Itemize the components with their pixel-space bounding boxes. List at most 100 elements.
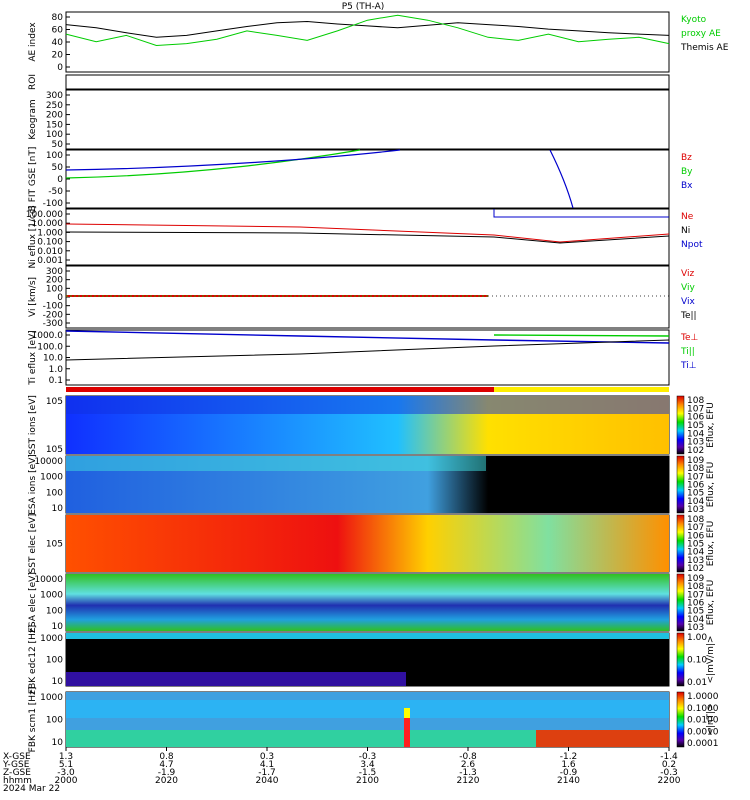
colorbar-tick: 108 <box>687 396 704 406</box>
ytick-label: -100 <box>43 302 64 312</box>
ytick-label: 105 <box>46 540 63 550</box>
panel-ylabel: Vi [km/s] <box>28 277 38 317</box>
panel-frame <box>65 149 670 209</box>
panel-ylabel: FBK scm1 [Hz] <box>28 687 38 753</box>
fbk-scm1-low-band <box>66 730 536 747</box>
footer-value: -1.3 <box>459 768 477 778</box>
sst-ions-top-band <box>66 396 669 414</box>
footer-row-label: 2024 Mar 22 <box>3 784 60 794</box>
ytick-label: 50 <box>52 163 64 173</box>
footer-value: -1.7 <box>258 768 276 778</box>
colorbar-label: <|mV/m|> <box>706 636 716 684</box>
colorbar-tick: 1.00 <box>687 633 707 643</box>
ytick-label: 0.001 <box>37 256 63 266</box>
colorbar-tick: 107 <box>687 472 704 482</box>
colorbar-tick: 103 <box>687 505 704 515</box>
colorbar-tick: 108 <box>687 582 704 592</box>
legend-entry: Bz <box>681 153 692 163</box>
ytick-label: 60 <box>52 26 64 36</box>
colorbar-tick: 104 <box>687 429 704 439</box>
ytick-label: 200 <box>46 276 63 286</box>
footer-value: 0.2 <box>662 760 676 770</box>
mode-bar-slow <box>66 387 494 392</box>
colorbar-tick: 109 <box>687 574 704 584</box>
panel-ylabel: SST elec [eV] <box>28 514 38 574</box>
ytick-label: 0.010 <box>37 247 63 257</box>
colorbar-label: Eflux, EFU <box>706 402 716 448</box>
ytick-label: 40 <box>52 38 64 48</box>
footer-value: 1.3 <box>59 752 73 762</box>
tiperp-curve <box>65 330 670 344</box>
ytick-label: 105 <box>46 397 63 407</box>
footer-value: 2.6 <box>461 760 476 770</box>
te-curve <box>65 339 670 361</box>
esa-elec-spectrogram <box>66 574 669 631</box>
ytick-label: 50 <box>52 140 64 150</box>
legend-entry: Bx <box>681 181 693 191</box>
ytick-label: 1000.0 <box>32 331 64 341</box>
panel-0: AE index 80 60 40 20 0 Kyoto proxy AE Themis AE <box>28 11 729 73</box>
colorbar-tick: 109 <box>687 456 704 466</box>
colorbar-tick: 104 <box>687 615 704 625</box>
legend-entry: Ti⊥ <box>680 361 697 371</box>
ytick-label: 10 <box>52 622 64 632</box>
footer-value: -1.5 <box>359 768 377 778</box>
fbk-edc12-low-band <box>66 672 406 686</box>
panel-6: Ti eflux [eV]1000.0100.0 10.01.00.1 Te⊥ Ti|… <box>28 329 699 386</box>
legend-entry: Ti|| <box>680 347 695 357</box>
colorbar-tick: 0.0100 <box>687 716 719 726</box>
footer-row-label: hhmm <box>3 776 32 786</box>
legend-entry: Npot <box>681 240 703 250</box>
ytick-label: 0 <box>57 63 63 73</box>
ytick-label: 100 <box>46 151 63 161</box>
ytick-label: 250 <box>46 101 63 111</box>
colorbar-tick: 107 <box>687 590 704 600</box>
colorbar <box>676 573 685 632</box>
colorbar-tick: 106 <box>687 531 704 541</box>
ytick-label: 150 <box>46 120 63 130</box>
colorbar-tick: 108 <box>687 464 704 474</box>
panel-ylabel: FBK edc12 [Hz] <box>28 625 38 694</box>
colorbar-tick: 0.0001 <box>687 739 719 749</box>
ytick-label: 0.1 <box>49 376 63 386</box>
colorbar-label: Eflux, EFU <box>706 580 716 626</box>
tipar-curve <box>493 334 670 337</box>
footer-value: -3.0 <box>57 768 75 778</box>
ytick-label: 20 <box>52 51 64 61</box>
panel-ylabel: ROI <box>28 74 38 90</box>
sst-elec-spectrogram <box>66 515 669 572</box>
fbk-scm1-mid-band <box>66 700 669 718</box>
colorbar-tick: 1.0000 <box>687 692 719 702</box>
panel-ylabel: ESA ions [eV] <box>28 454 38 515</box>
legend-entry: Kyoto <box>681 15 707 25</box>
ytick-label: 100.0 <box>37 342 63 352</box>
footer-row-label: Z-GSE <box>3 768 31 778</box>
ytick-label: 0 <box>57 175 63 185</box>
colorbar-tick: 106 <box>687 599 704 609</box>
ne-curve <box>65 223 670 243</box>
ytick-label: -50 <box>48 187 63 197</box>
fbk-scm1-burst-top <box>404 708 410 718</box>
legend-entry: Te|| <box>680 311 697 321</box>
legend-entry: Te⊥ <box>680 333 699 343</box>
footer-value: 4.1 <box>260 760 274 770</box>
ytick-label: 1.000 <box>37 228 63 238</box>
footer-value: 4.7 <box>159 760 173 770</box>
colorbar-tick: 103 <box>687 438 704 448</box>
colorbar-tick: 102 <box>687 564 704 574</box>
colorbar-label: <|nT|> <box>706 703 716 735</box>
fbk-scm1-burst <box>404 708 410 747</box>
ytick-label: 100 <box>46 284 63 294</box>
ytick-label: 200 <box>46 111 63 121</box>
ytick-label: -100 <box>43 199 64 209</box>
footer-row-label: X-GSE <box>3 752 31 762</box>
colorbar-tick: 0.1000 <box>687 704 719 714</box>
npot-curve <box>493 209 669 218</box>
colorbar-tick: 105 <box>687 421 704 431</box>
fbk-edc12-top-band <box>66 633 669 639</box>
